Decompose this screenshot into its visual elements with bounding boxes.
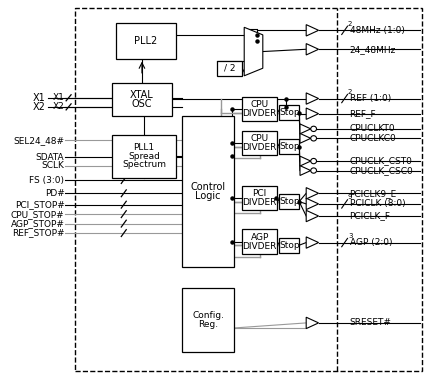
Text: CPU: CPU bbox=[251, 100, 269, 109]
FancyBboxPatch shape bbox=[242, 97, 277, 121]
Text: PCICLK (8:0): PCICLK (8:0) bbox=[350, 199, 405, 208]
Text: Spread: Spread bbox=[128, 152, 160, 161]
Text: 48MHz (1:0): 48MHz (1:0) bbox=[350, 26, 404, 35]
Text: SDATA: SDATA bbox=[36, 153, 65, 162]
FancyBboxPatch shape bbox=[182, 288, 234, 352]
Text: 24_48MHz: 24_48MHz bbox=[350, 45, 396, 54]
Text: PCICLK_F: PCICLK_F bbox=[350, 211, 391, 221]
Text: / 2: / 2 bbox=[224, 64, 235, 73]
Text: AGP: AGP bbox=[250, 233, 269, 241]
Text: CPU: CPU bbox=[251, 134, 269, 143]
Text: X1: X1 bbox=[53, 93, 65, 102]
Text: REF_F: REF_F bbox=[350, 109, 376, 118]
FancyBboxPatch shape bbox=[217, 61, 242, 76]
Polygon shape bbox=[306, 44, 318, 55]
Polygon shape bbox=[306, 317, 318, 329]
Text: AGP_STOP#: AGP_STOP# bbox=[11, 219, 65, 228]
Polygon shape bbox=[306, 198, 318, 210]
FancyBboxPatch shape bbox=[242, 186, 277, 210]
FancyBboxPatch shape bbox=[112, 135, 176, 178]
FancyBboxPatch shape bbox=[242, 229, 277, 254]
Text: Stop: Stop bbox=[279, 108, 300, 117]
FancyBboxPatch shape bbox=[182, 116, 234, 267]
Polygon shape bbox=[300, 156, 311, 166]
Text: 9: 9 bbox=[348, 194, 352, 200]
FancyBboxPatch shape bbox=[279, 139, 299, 154]
Polygon shape bbox=[300, 133, 311, 143]
Text: REF (1:0): REF (1:0) bbox=[350, 94, 391, 103]
Text: 3: 3 bbox=[348, 233, 352, 239]
Text: PLL2: PLL2 bbox=[134, 36, 158, 46]
Text: CPUCLK_CST0: CPUCLK_CST0 bbox=[350, 157, 413, 166]
Text: X2: X2 bbox=[33, 102, 46, 112]
Text: PLL1: PLL1 bbox=[134, 144, 155, 152]
Text: PCI: PCI bbox=[253, 189, 267, 198]
Text: Stop: Stop bbox=[279, 197, 300, 206]
Polygon shape bbox=[306, 237, 318, 248]
Text: X2: X2 bbox=[53, 102, 65, 111]
Text: DIVDER: DIVDER bbox=[243, 109, 277, 118]
FancyBboxPatch shape bbox=[116, 23, 176, 59]
Text: SRESET#: SRESET# bbox=[350, 318, 392, 327]
Polygon shape bbox=[244, 27, 263, 76]
Text: AGP (2:0): AGP (2:0) bbox=[350, 238, 392, 247]
Text: OSC: OSC bbox=[132, 99, 152, 109]
Polygon shape bbox=[300, 166, 311, 175]
Text: CPU_STOP#: CPU_STOP# bbox=[11, 210, 65, 219]
Polygon shape bbox=[306, 108, 318, 119]
Polygon shape bbox=[306, 25, 318, 36]
Text: CPUCLKC0: CPUCLKC0 bbox=[350, 134, 396, 143]
Text: 2: 2 bbox=[348, 20, 352, 27]
Text: CPUCLKT0: CPUCLKT0 bbox=[350, 124, 395, 133]
Text: Spectrum: Spectrum bbox=[122, 160, 166, 169]
Text: Control: Control bbox=[190, 182, 226, 192]
FancyBboxPatch shape bbox=[279, 105, 299, 120]
Text: Stop: Stop bbox=[279, 142, 300, 151]
Text: DIVDER: DIVDER bbox=[243, 143, 277, 152]
Text: FS (3:0): FS (3:0) bbox=[30, 175, 65, 185]
FancyBboxPatch shape bbox=[279, 238, 299, 253]
Polygon shape bbox=[306, 210, 318, 222]
Polygon shape bbox=[306, 188, 318, 199]
Polygon shape bbox=[300, 124, 311, 134]
Text: REF_STOP#: REF_STOP# bbox=[12, 229, 65, 238]
Text: Logic: Logic bbox=[195, 191, 221, 201]
Text: Config.: Config. bbox=[192, 311, 224, 320]
FancyBboxPatch shape bbox=[242, 131, 277, 155]
Polygon shape bbox=[306, 93, 318, 104]
Text: PD#: PD# bbox=[45, 189, 65, 198]
Text: SEL24_48#: SEL24_48# bbox=[13, 136, 65, 145]
Text: DIVDER: DIVDER bbox=[243, 198, 277, 207]
Text: XTAL: XTAL bbox=[130, 90, 154, 100]
Text: PCI_STOP#: PCI_STOP# bbox=[15, 200, 65, 209]
Text: CPUCLK_CSC0: CPUCLK_CSC0 bbox=[350, 166, 413, 175]
Text: PCICLK9_E: PCICLK9_E bbox=[350, 189, 397, 198]
Text: Reg.: Reg. bbox=[198, 320, 218, 329]
Text: Stop: Stop bbox=[279, 241, 300, 250]
Text: DIVDER: DIVDER bbox=[243, 242, 277, 251]
Text: 2: 2 bbox=[348, 89, 352, 95]
Text: SCLK: SCLK bbox=[42, 161, 65, 170]
Text: X1: X1 bbox=[33, 93, 46, 103]
FancyBboxPatch shape bbox=[279, 194, 299, 209]
FancyBboxPatch shape bbox=[112, 83, 172, 116]
